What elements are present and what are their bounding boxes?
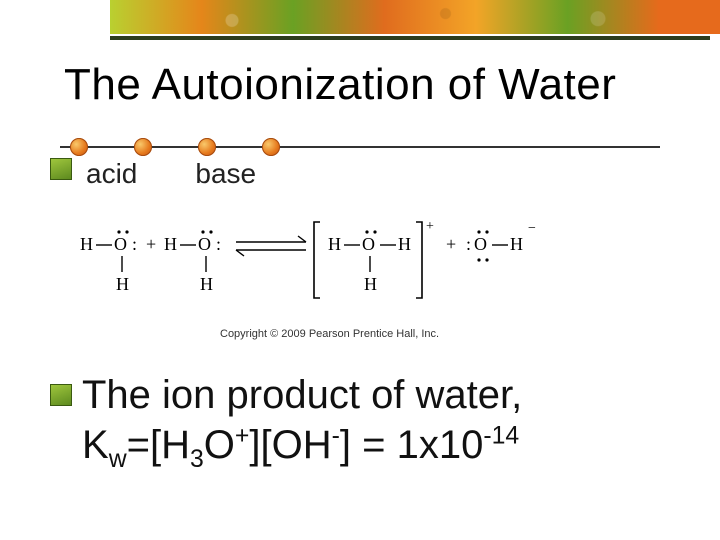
svg-text:H: H — [80, 234, 93, 254]
svg-text:H: H — [200, 274, 213, 294]
bullet-square-icon — [50, 158, 72, 180]
svg-text:−: − — [528, 221, 536, 236]
copyright-text: Copyright © 2009 Pearson Prentice Hall, … — [220, 328, 439, 340]
h3o-o: O — [204, 423, 235, 467]
label-acid: acid — [86, 158, 137, 190]
h3o-sub: 3 — [190, 446, 204, 473]
accent-dot — [262, 138, 280, 156]
kw-k: K — [82, 423, 109, 467]
h3o-sup: + — [235, 423, 249, 450]
svg-text:O: O — [114, 234, 127, 254]
svg-text:H: H — [398, 234, 411, 254]
slide: The Autoionization of Water acid base H … — [0, 0, 720, 540]
labels-row: acid base — [50, 158, 256, 190]
svg-text:H: H — [328, 234, 341, 254]
bullet-square-icon — [50, 384, 72, 406]
oh-sup: - — [332, 423, 340, 450]
eq-mid: ][OH — [249, 423, 331, 467]
svg-text:O: O — [474, 234, 487, 254]
decorative-pattern — [110, 0, 720, 34]
svg-text:O: O — [198, 234, 211, 254]
svg-text::: : — [132, 234, 137, 254]
svg-text:H: H — [164, 234, 177, 254]
eq-exp: -14 — [483, 423, 519, 450]
reaction-svg: H O : H + H O : H — [80, 220, 660, 330]
svg-text::: : — [466, 234, 471, 254]
svg-text:H: H — [510, 234, 523, 254]
svg-text::: : — [216, 234, 221, 254]
label-base: base — [195, 158, 256, 190]
eq-open: =[H — [127, 423, 190, 467]
svg-text:+: + — [426, 220, 434, 234]
body-line1: The ion product of water, — [82, 373, 522, 417]
svg-text:H: H — [364, 274, 377, 294]
accent-dot — [134, 138, 152, 156]
accent-dot — [70, 138, 88, 156]
kw-sub: w — [109, 446, 127, 473]
svg-text:+: + — [446, 234, 456, 254]
svg-text:H: H — [116, 274, 129, 294]
body-text: The ion product of water, Kw=[H3O+][OH-]… — [82, 370, 522, 476]
decorative-top-rule — [110, 36, 710, 40]
svg-text:+: + — [146, 234, 156, 254]
accent-dot — [198, 138, 216, 156]
reaction-equation: H O : H + H O : H — [80, 220, 660, 335]
eq-close: ] = 1x10 — [340, 423, 483, 467]
decorative-top-bar — [0, 0, 720, 34]
svg-text:O: O — [362, 234, 375, 254]
slide-title: The Autoionization of Water — [64, 60, 616, 110]
body-bullet-row: The ion product of water, Kw=[H3O+][OH-]… — [50, 370, 680, 476]
